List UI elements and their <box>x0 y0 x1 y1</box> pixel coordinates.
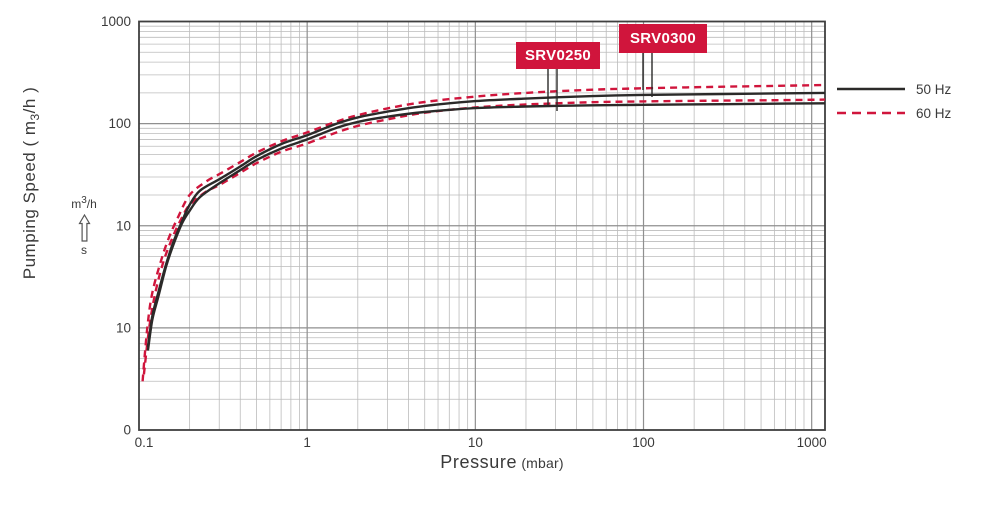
x-tick-label: 100 <box>632 435 655 450</box>
curve-srv0250-50-hz <box>146 102 826 351</box>
unit-annotation-top: m3/h <box>71 195 97 211</box>
legend-label-50hz: 50 Hz <box>916 81 952 97</box>
y-tick-label: 1000 <box>101 14 131 29</box>
unit-annotation: m3/h s <box>62 195 106 257</box>
x-tick-label: 1 <box>303 435 311 450</box>
x-tick-label: 1000 <box>797 435 827 450</box>
legend-item-50hz: 50 Hz <box>836 77 951 101</box>
up-arrow-icon <box>77 214 91 242</box>
legend-label-60hz: 60 Hz <box>916 105 952 121</box>
unit-annotation-bottom: s <box>81 243 87 258</box>
curve-srv0300-60-hz <box>141 83 826 382</box>
x-tick-label: 0.1 <box>135 435 154 450</box>
label-srv0250: SRV0250 <box>516 42 600 69</box>
x-tick-label: 10 <box>468 435 483 450</box>
legend-item-60hz: 60 Hz <box>836 101 951 125</box>
y-tick-label: 10 <box>116 320 131 335</box>
y-tick-label: 10 <box>116 218 131 233</box>
plot-border <box>138 20 826 431</box>
y-axis-title: Pumping Speed ( m3/h ) <box>19 86 43 280</box>
legend-line-solid-icon <box>837 87 905 91</box>
y-tick-label: 100 <box>108 116 131 131</box>
legend: 50 Hz 60 Hz <box>836 77 951 125</box>
annotation-leader-lines <box>547 53 653 111</box>
y-tick-label: 0 <box>123 423 131 438</box>
curve-srv0250-60-hz <box>142 98 826 375</box>
label-srv0300: SRV0300 <box>619 24 707 53</box>
legend-line-dashed-icon <box>837 111 905 115</box>
x-axis-title: Pressure (mbar) <box>440 452 564 472</box>
